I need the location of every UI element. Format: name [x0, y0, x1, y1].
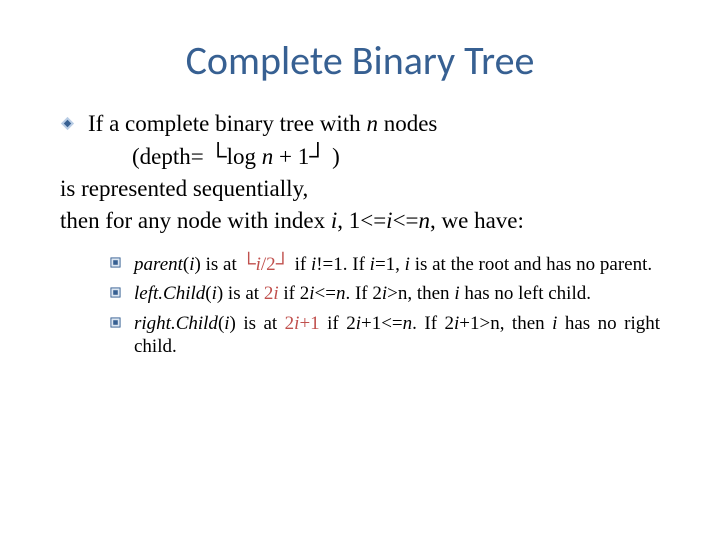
text: !=1. If — [316, 254, 369, 275]
var-n: n — [262, 144, 274, 169]
text: ) is at — [195, 254, 242, 275]
text: if 2 — [320, 313, 356, 334]
text: /2 — [261, 254, 276, 275]
text: If a complete binary tree with — [88, 111, 366, 136]
text: then for any node with index — [60, 208, 331, 233]
text: +1>n, then — [459, 313, 552, 334]
text: + 1 — [273, 144, 309, 169]
text: right.Child — [134, 313, 218, 334]
var-n: n — [336, 283, 346, 304]
text: ) — [326, 144, 339, 169]
square-bullet-icon — [110, 287, 121, 298]
text: , we have: — [430, 208, 524, 233]
text: log — [227, 144, 262, 169]
diamond-bullet-icon — [60, 116, 75, 131]
text: 2 — [264, 283, 274, 304]
text: (depth= — [132, 144, 209, 169]
floor-left-icon: └ — [241, 252, 255, 276]
var-n: n — [419, 208, 431, 233]
text: nodes — [378, 111, 437, 136]
main-item: If a complete binary tree with n nodes (… — [60, 109, 660, 358]
text: +1 — [299, 313, 319, 334]
main-line-3: is represented sequentially, — [60, 174, 660, 204]
text: left.Child — [134, 283, 205, 304]
main-line-4: then for any node with index i, 1<=i<=n,… — [60, 206, 660, 236]
sub-item-rightchild: right.Child(i) is at 2i+1 if 2i+1<=n. If… — [110, 312, 660, 358]
text: ) is at — [217, 283, 264, 304]
square-bullet-icon — [110, 257, 121, 268]
text: 2 — [285, 313, 295, 334]
text: , 1<= — [337, 208, 386, 233]
text: ) is at — [230, 313, 285, 334]
main-list: If a complete binary tree with n nodes (… — [60, 109, 660, 358]
floor-left-icon: └ — [209, 141, 226, 172]
text: if 2 — [279, 283, 310, 304]
slide-title: Complete Binary Tree — [60, 36, 660, 85]
main-line-1: If a complete binary tree with n nodes — [88, 109, 660, 139]
floor-right-icon: ┘ — [276, 252, 290, 276]
floor-right-icon: ┘ — [309, 141, 326, 172]
text: is at the root and has no parent. — [410, 254, 652, 275]
var-i: i — [552, 313, 565, 334]
text: . If 2 — [345, 283, 381, 304]
sub-item-parent: parent(i) is at └i/2┘ if i!=1. If i=1, i… — [110, 252, 660, 276]
var-n: n — [403, 313, 413, 334]
main-line-2: (depth= └log n + 1┘ ) — [88, 141, 660, 172]
text: +1<= — [361, 313, 403, 334]
sub-list: parent(i) is at └i/2┘ if i!=1. If i=1, i… — [110, 252, 660, 358]
square-bullet-icon — [110, 317, 121, 328]
text: . If 2 — [412, 313, 454, 334]
text: if — [290, 254, 311, 275]
text: =1, — [375, 254, 405, 275]
text: parent — [134, 254, 183, 275]
text: >n, then — [387, 283, 454, 304]
var-n: n — [366, 111, 378, 136]
text: <= — [315, 283, 336, 304]
text: has no left child. — [460, 283, 591, 304]
text: <= — [393, 208, 419, 233]
sub-item-leftchild: left.Child(i) is at 2i if 2i<=n. If 2i>n… — [110, 282, 660, 305]
slide-container: Complete Binary Tree If a complete binar… — [0, 0, 720, 394]
